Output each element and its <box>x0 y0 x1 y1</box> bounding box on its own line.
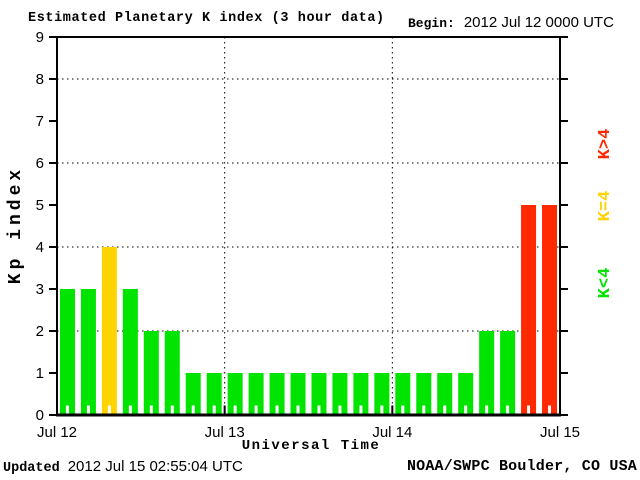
bar-base-tick <box>65 405 69 414</box>
y-tick-label: 4 <box>36 239 44 256</box>
y-tick-label: 6 <box>36 155 44 172</box>
kp-bar <box>374 373 390 415</box>
legend-k-equal-4: K=4 <box>596 190 615 222</box>
y-tick-label: 9 <box>36 29 44 46</box>
bar-base-tick <box>170 405 174 414</box>
kp-bar <box>479 331 495 415</box>
kp-bar <box>542 205 558 415</box>
kp-bar <box>290 373 306 415</box>
bar-base-tick <box>212 405 216 414</box>
kp-bar <box>416 373 432 415</box>
source-attribution: NOAA/SWPC Boulder, CO USA <box>406 458 637 475</box>
kp-bar <box>143 331 159 415</box>
chart-title: Estimated Planetary K index (3 hour data… <box>28 11 385 26</box>
legend-k-above-4: K>4 <box>596 128 615 160</box>
y-tick-label: 3 <box>36 281 44 298</box>
bar-base-tick <box>86 405 90 414</box>
kp-bar <box>458 373 474 415</box>
bar-base-tick <box>275 405 279 414</box>
kp-bar <box>437 373 453 415</box>
kp-bar <box>185 373 201 415</box>
bar-base-tick <box>380 405 384 414</box>
updated-timestamp: Updated 2012 Jul 15 02:55:04 UTC <box>3 458 243 476</box>
x-tick-label: Jul 12 <box>37 424 77 441</box>
bar-base-tick <box>422 405 426 414</box>
bar-base-tick <box>359 405 363 414</box>
kp-bar <box>206 373 222 415</box>
bar-base-tick <box>548 405 552 414</box>
bar-base-tick <box>317 405 321 414</box>
kp-bar <box>353 373 369 415</box>
bar-base-tick <box>233 405 237 414</box>
kp-bar <box>500 331 516 415</box>
kp-bar <box>164 331 180 415</box>
bar-base-tick <box>128 405 132 414</box>
bar-base-tick <box>443 405 447 414</box>
bar-base-tick <box>527 405 531 414</box>
bar-base-tick <box>296 405 300 414</box>
bar-base-tick <box>149 405 153 414</box>
bar-base-tick <box>338 405 342 414</box>
bar-base-tick <box>107 405 111 414</box>
kp-bar <box>521 205 537 415</box>
bar-base-tick <box>506 405 510 414</box>
kp-bar <box>227 373 243 415</box>
updated-value: 2012 Jul 15 02:55:04 UTC <box>67 458 243 475</box>
y-tick-label: 0 <box>36 407 44 424</box>
kp-bar <box>311 373 327 415</box>
y-axis-title: Kp index <box>6 165 26 285</box>
y-tick-label: 1 <box>36 365 44 382</box>
x-axis-title: Universal Time <box>241 438 381 454</box>
kp-bar <box>80 289 96 415</box>
y-tick-label: 7 <box>36 113 44 130</box>
y-tick-label: 8 <box>36 71 44 88</box>
y-tick-label: 5 <box>36 197 44 214</box>
bar-base-tick <box>485 405 489 414</box>
kp-bar <box>248 373 264 415</box>
begin-value: 2012 Jul 12 0000 UTC <box>463 14 614 31</box>
kp-bar <box>122 289 138 415</box>
kp-bar <box>332 373 348 415</box>
bar-base-tick <box>191 405 195 414</box>
x-tick-label: Jul 14 <box>372 424 412 441</box>
legend-k-below-4: K<4 <box>596 267 615 299</box>
bar-base-tick <box>464 405 468 414</box>
kp-bar <box>395 373 411 415</box>
day-boundary-tick <box>223 405 226 414</box>
kp-bar <box>269 373 285 415</box>
begin-timestamp: Begin: 2012 Jul 12 0000 UTC <box>408 14 614 32</box>
x-tick-label: Jul 15 <box>540 424 580 441</box>
bar-base-tick <box>401 405 405 414</box>
day-boundary-tick <box>391 405 394 414</box>
updated-label: Updated <box>3 461 60 476</box>
y-tick-label: 2 <box>36 323 44 340</box>
kp-bar <box>101 247 117 415</box>
begin-label: Begin: <box>408 16 455 31</box>
x-tick-label: Jul 13 <box>205 424 245 441</box>
kp-bar <box>59 289 75 415</box>
bar-base-tick <box>254 405 258 414</box>
